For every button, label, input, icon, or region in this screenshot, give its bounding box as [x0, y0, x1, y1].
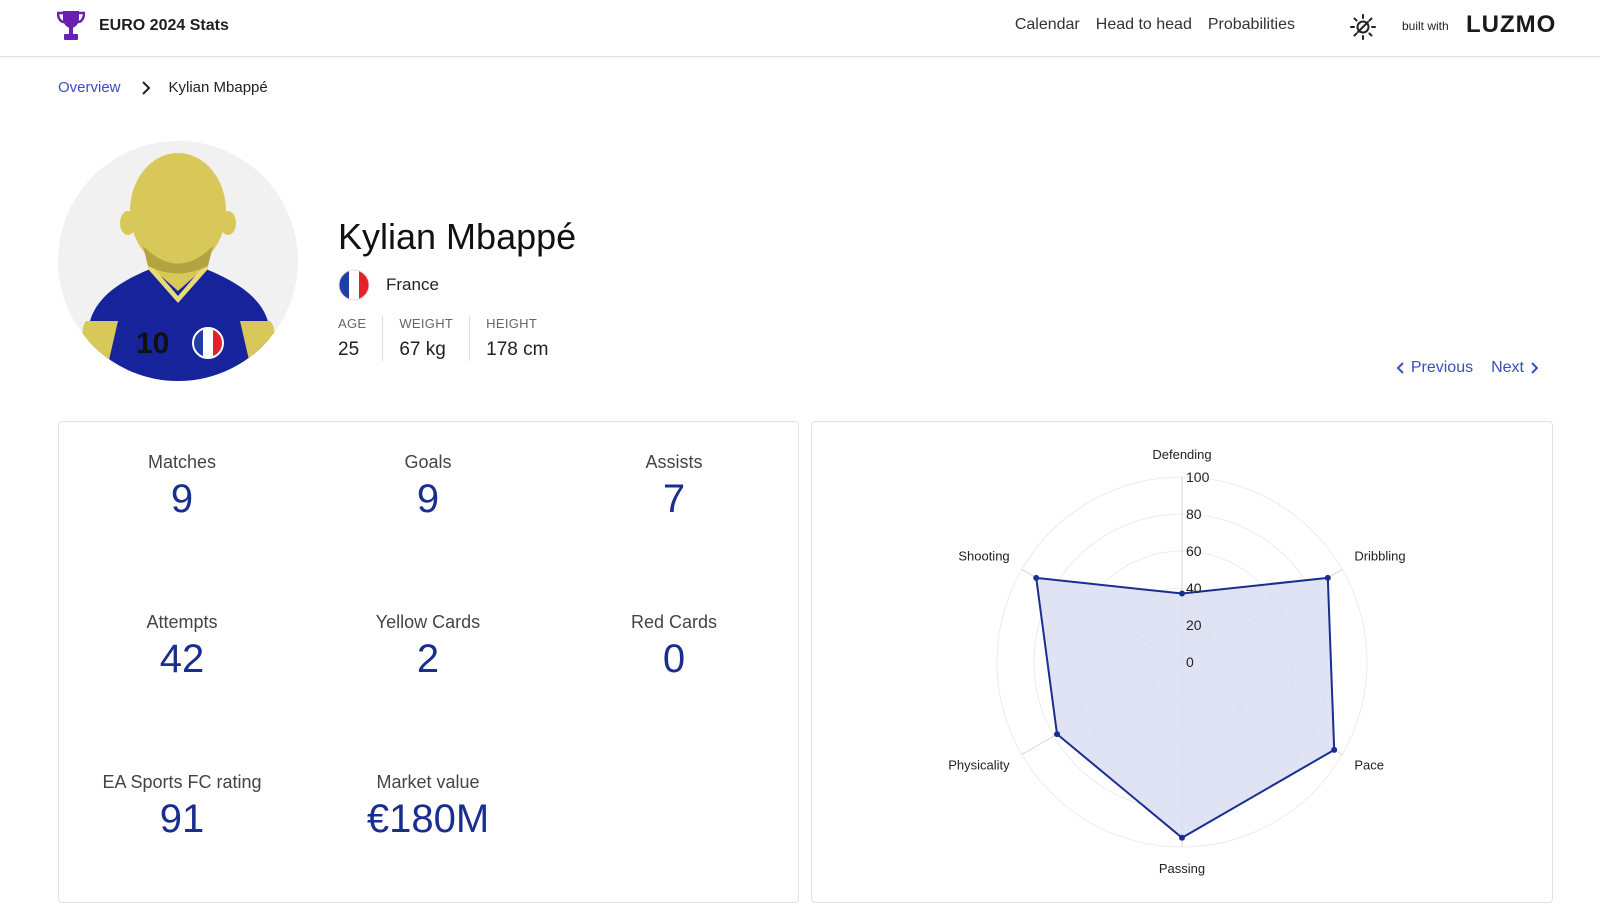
- brand[interactable]: EURO 2024 Stats: [57, 9, 229, 43]
- nav-calendar[interactable]: Calendar: [1014, 16, 1080, 33]
- stat-label: Market value: [376, 772, 480, 792]
- radar-tick-label: 100: [1186, 469, 1210, 485]
- stat-red-cards: Red Cards 0: [551, 612, 797, 682]
- next-label: Next: [1491, 359, 1524, 376]
- player-avatar: 10: [58, 141, 298, 381]
- radar-tick-label: 60: [1186, 543, 1202, 559]
- chevron-right-icon: [141, 80, 150, 95]
- avatar-illustration: 10: [82, 153, 275, 381]
- attribute-value: 25: [338, 339, 360, 360]
- radar-axis-label: Passing: [1159, 861, 1205, 876]
- attribute-age: AGE 25: [338, 316, 382, 361]
- stat-label: Red Cards: [630, 612, 718, 632]
- player-nation: France: [338, 269, 439, 301]
- radar-axis-label: Dribbling: [1354, 549, 1405, 564]
- app-title: EURO 2024 Stats: [99, 17, 229, 34]
- attribute-label: AGE: [338, 316, 367, 331]
- attribute-label: HEIGHT: [486, 316, 538, 331]
- radar-tick-label: 0: [1186, 654, 1194, 670]
- chevron-left-icon: [1396, 362, 1404, 374]
- attribute-value: 67 kg: [399, 339, 446, 360]
- previous-label: Previous: [1410, 359, 1474, 376]
- stat-yellow-cards: Yellow Cards 2: [305, 612, 551, 682]
- radar-axis-label: Physicality: [948, 758, 1010, 773]
- france-flag-icon: [338, 269, 370, 301]
- stat-value: 91: [159, 797, 205, 841]
- attribute-value: 178 cm: [486, 339, 549, 360]
- sun-icon[interactable]: [1349, 13, 1377, 41]
- radar-tick-label: 40: [1186, 580, 1202, 596]
- radar-axis-label: Defending: [1152, 447, 1211, 462]
- stat-value: 9: [170, 477, 194, 521]
- attribute-weight: WEIGHT 67 kg: [382, 316, 469, 361]
- radar-point[interactable]: [1179, 590, 1185, 597]
- breadcrumb: Overview Kylian Mbappé: [58, 79, 268, 96]
- breadcrumb-current: Kylian Mbappé: [168, 79, 268, 96]
- stat-label: EA Sports FC rating: [102, 772, 262, 792]
- top-header: EURO 2024 Stats Calendar Head to head Pr…: [0, 0, 1600, 57]
- stat-goals: Goals 9: [305, 452, 551, 522]
- france-flag-badge: [192, 327, 224, 359]
- stat-matches: Matches 9: [59, 452, 305, 522]
- radar-point[interactable]: [1054, 731, 1061, 738]
- stat-label: Matches: [147, 452, 217, 472]
- stat-ea-rating: EA Sports FC rating 91: [59, 772, 305, 842]
- stat-attempts: Attempts 42: [59, 612, 305, 682]
- built-with-label: built with: [1402, 19, 1449, 33]
- radar-tick-label: 20: [1186, 617, 1202, 633]
- stat-label: Yellow Cards: [375, 612, 481, 632]
- stat-label: Attempts: [146, 612, 218, 632]
- attribute-label: WEIGHT: [399, 316, 454, 331]
- stat-value: 2: [416, 637, 440, 681]
- stat-label: Assists: [645, 452, 703, 472]
- breadcrumb-overview[interactable]: Overview: [58, 79, 121, 96]
- main-nav: Calendar Head to head Probabilities: [1015, 16, 1295, 34]
- player-pager: Previous Next: [1396, 359, 1538, 377]
- stat-value: 0: [662, 637, 686, 681]
- radar-point[interactable]: [1331, 746, 1338, 753]
- player-name: Kylian Mbappé: [338, 216, 577, 257]
- stat-value: 7: [662, 477, 686, 521]
- stats-card: Matches 9 Goals 9 Assists 7 Attempts 42 …: [58, 421, 799, 903]
- radar-point[interactable]: [1324, 574, 1331, 581]
- country-name: France: [386, 275, 439, 294]
- radar-point[interactable]: [1033, 574, 1040, 581]
- radar-card: 0 20 40 60 80 100 Defending Dribbling Pace Passin…: [811, 421, 1553, 903]
- radar-tick-label: 80: [1186, 506, 1202, 522]
- shirt-number: 10: [136, 327, 169, 360]
- nav-head-to-head[interactable]: Head to head: [1095, 16, 1192, 33]
- stat-value: €180M: [366, 797, 490, 841]
- radar-axis-label: Pace: [1354, 758, 1384, 773]
- player-attributes: AGE 25 WEIGHT 67 kg HEIGHT 178 cm: [338, 316, 564, 361]
- stat-label: Goals: [404, 452, 452, 472]
- radar-axis-label: Shooting: [958, 549, 1009, 564]
- chevron-right-icon: [1531, 362, 1538, 374]
- attribute-height: HEIGHT 178 cm: [469, 316, 564, 361]
- stat-value: 42: [159, 637, 205, 681]
- next-button[interactable]: Next: [1491, 359, 1538, 377]
- luzmo-logo[interactable]: LUZMO: [1466, 11, 1557, 38]
- previous-button[interactable]: Previous: [1396, 359, 1474, 377]
- radar-chart: 0 20 40 60 80 100 Defending Dribbling Pace Passin…: [948, 447, 1405, 876]
- trophy-icon: [57, 11, 85, 40]
- nav-probabilities[interactable]: Probabilities: [1207, 16, 1295, 33]
- stat-assists: Assists 7: [551, 452, 797, 522]
- radar-point[interactable]: [1179, 834, 1185, 841]
- stat-market-value: Market value €180M: [305, 772, 551, 842]
- stat-value: 9: [416, 477, 440, 521]
